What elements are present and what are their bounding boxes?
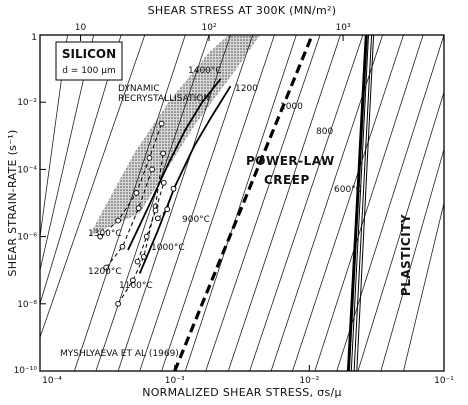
top-tick-label-1: 10 [75,23,87,33]
plasticity-label: PLASTICITY [399,214,413,296]
contour-line-16 [403,202,444,371]
isotherm-lines [127,78,232,274]
plasticity-line-1 [346,35,368,371]
y-tick-label-5: 10⁻⁸ [17,300,37,310]
x2-axis-title: SHEAR STRESS AT 300K (MN/m²) [148,4,337,17]
x-axis-title: NORMALIZED SHEAR STRESS, σs/μ [142,386,342,399]
contour-line-6 [184,35,297,371]
data-point-2-3 [135,205,142,212]
dynamic-label: DYNAMIC [118,84,160,94]
data-point-5-1 [154,215,161,222]
data-series [97,120,177,307]
contour-line-13 [336,35,444,371]
contour-line-12 [314,35,424,371]
data-point-3-1 [115,300,121,307]
data-point-3-5 [160,150,166,157]
temp-label-900: 900°C [182,215,210,225]
data-point-2-4 [149,166,155,173]
isotherm-label-600: 600°C [334,185,362,195]
contour-line-7 [205,35,321,371]
contour-line-2 [95,35,210,371]
isotherm-curve-1 [127,78,222,251]
data-point-1-1 [97,233,104,240]
contour-line-15 [380,149,444,371]
data-point-4-2 [143,233,150,240]
data-point-5-2 [164,206,171,213]
isotherm-label-800: 800 [316,127,333,137]
axis-ticks: 10⁻⁴ 10⁻³ 10⁻² 10⁻¹ 1 10⁻² 10⁻⁴ 10⁻⁶ 10⁻⁸ 10⁻¹⁰ 10… [14,23,455,386]
recrystallisation-label: RECRYSTALLISATION [118,94,210,104]
isotherm-label-1200: 1200 [235,84,258,94]
reference-label: MYSHLYAEVA ET AL (1969) [60,349,179,359]
plot-frame [39,34,445,372]
power-law-label: POWER-LAW [246,154,335,168]
contour-line-5 [161,35,275,371]
contour-line-14 [357,91,444,371]
isotherm-label-1400: 1400°C [188,66,222,76]
data-point-2-2 [119,243,126,250]
isotherm-curve-2 [138,85,232,274]
data-point-2-1 [103,264,110,271]
temp-label-1000: 1000°C [151,243,185,253]
contour-line-4 [139,35,254,371]
material-box: SILICON d = 100 μm [55,41,123,81]
contour-line-9 [249,35,364,371]
data-point-1-5 [158,120,165,127]
plasticity-line-3 [353,35,373,371]
boundary-line-dashed [173,35,314,371]
x-tick-label-1: 10⁻⁴ [42,376,62,386]
data-point-4-3 [152,207,159,214]
contour-line-11 [292,35,404,371]
y-tick-label-6: 10⁻¹⁰ [14,366,38,376]
x-tick-label-3: 10⁻² [299,376,319,386]
data-point-3-3 [140,253,147,260]
plasticity-line-4 [356,35,375,371]
data-point-4-1 [134,258,141,265]
top-tick-label-3: 10³ [336,23,351,33]
plasticity-boundary [346,35,375,371]
plasticity-line-2 [350,35,369,371]
y-tick-label-3: 10⁻⁴ [17,165,37,175]
isotherm-label-1000: 1000 [280,102,303,112]
temp-label-1100: 1100°C [119,281,153,291]
temp-label-1200: 1200°C [88,267,122,277]
top-tick-label-2: 10² [202,23,217,33]
contour-lines [40,35,444,371]
data-point-5-3 [170,185,177,192]
data-point-4-4 [160,179,167,186]
material-name: SILICON [62,47,116,61]
data-point-3-2 [130,277,136,284]
creep-label: CREEP [264,173,310,187]
grain-size: d = 100 μm [62,66,116,76]
data-point-1-3 [133,190,140,196]
x-tick-label-4: 10⁻¹ [434,376,454,386]
y-tick-label-4: 10⁻⁶ [17,233,37,243]
y-tick-label-2: 10⁻² [17,98,37,108]
dynamic-recrystallisation-band [88,35,260,237]
y-tick-label-1: 1 [31,33,37,43]
data-point-1-2 [115,217,121,224]
temp-label-1300: 1300°C [88,229,122,239]
contour-line-8 [227,35,341,371]
y-axis-title: SHEAR STRAIN-RATE (s⁻¹) [6,129,19,276]
contour-line-17 [40,35,146,338]
data-point-1-4 [146,155,153,161]
x-tick-label-2: 10⁻³ [165,376,185,386]
